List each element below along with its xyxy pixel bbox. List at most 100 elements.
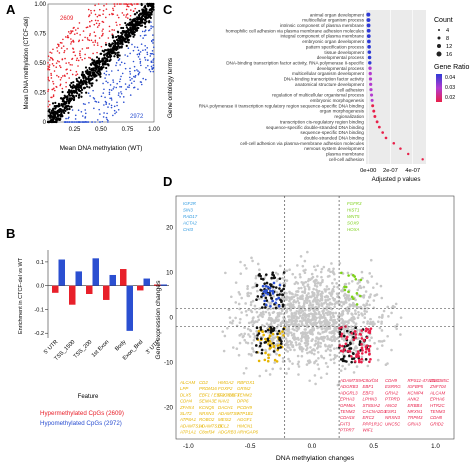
panel-a-point (87, 80, 91, 83)
panel-d-gene-label: ESRRG (385, 384, 401, 389)
panel-d-point (238, 293, 242, 296)
panel-d-highlight-point (267, 356, 270, 360)
panel-a-point (60, 103, 63, 106)
panel-a-point-hypo (106, 118, 108, 121)
panel-d-highlight-point (282, 327, 285, 331)
panel-d-highlight-point (350, 355, 353, 358)
panel-a-point-hypo (151, 67, 153, 69)
panel-d-highlight-point (342, 355, 346, 358)
panel-d-point (309, 322, 312, 325)
panel-a-point-hyper (129, 14, 132, 17)
panel-a-point (84, 66, 88, 69)
panel-a-ytick-label: 0.75 (34, 32, 46, 38)
panel-d-point (322, 265, 326, 269)
panel-a-point-hyper (86, 47, 88, 49)
panel-c-term-label: cell-cell adhesion via plasma-membrane a… (240, 141, 365, 146)
panel-a-point (104, 61, 107, 64)
panel-d-point (300, 286, 303, 290)
panel-a-point (107, 51, 111, 54)
panel-a-point-hyper (89, 57, 92, 59)
panel-a-point-hyper (111, 29, 113, 31)
panel-d-gene-label: ZFHX4 (179, 405, 194, 410)
panel-c-point (370, 93, 374, 97)
panel-a-point (150, 10, 154, 13)
panel-d-point (378, 326, 382, 330)
panel-a-point (138, 9, 141, 13)
panel-d-point (230, 295, 233, 299)
panel-a-point (54, 107, 57, 110)
panel-a-point-hyper (125, 16, 127, 18)
panel-d-point (281, 276, 284, 280)
panel-d-point (258, 268, 261, 272)
panel-a-point-hyper (47, 68, 49, 71)
panel-d-point (341, 301, 345, 304)
panel-d-highlight-point (257, 359, 261, 363)
panel-d-point (330, 290, 334, 293)
panel-d-point (325, 308, 328, 311)
panel-a-point-hyper (61, 58, 64, 60)
panel-d-point (250, 354, 253, 357)
panel-a-point (125, 26, 128, 29)
panel-c-count-legend-label: 8 (446, 36, 449, 42)
panel-d-point (295, 329, 299, 333)
panel-a-point-hyper (95, 22, 98, 25)
panel-d-highlight-point (278, 283, 282, 287)
panel-d-point (295, 326, 298, 330)
panel-a-point-hypo (115, 86, 118, 89)
panel-a-point (65, 100, 68, 103)
panel-a-point-hypo (152, 66, 155, 69)
panel-d-gene-label: IGFBP5 (408, 384, 424, 389)
panel-d-gene-label: GRIA2 (385, 390, 399, 395)
panel-d-highlight-point (270, 296, 273, 300)
panel-d-point (285, 269, 289, 273)
panel-d-point (239, 272, 243, 275)
panel-a-point-hyper (119, 3, 121, 5)
panel-d-point (384, 363, 388, 367)
panel-d-highlight-point (358, 358, 361, 362)
panel-a-point-hypo (81, 115, 84, 117)
panel-a-point (136, 23, 139, 27)
panel-d-point (276, 272, 280, 276)
panel-d-point (317, 338, 320, 341)
panel-d-point (276, 323, 280, 327)
panel-d-point (356, 316, 360, 320)
panel-d-point (282, 319, 285, 322)
panel-d-point (231, 346, 235, 349)
panel-a-point-hypo (129, 67, 131, 70)
panel-d-point (247, 321, 251, 325)
panel-a-point-hyper (66, 35, 69, 37)
panel-d-gene-label: ADAMTS14 (179, 423, 204, 428)
panel-d-highlight-point (279, 342, 283, 345)
panel-d-highlight-point (263, 289, 267, 293)
panel-a-point-hypo (143, 34, 146, 37)
panel-c-ratio-colorbar (436, 74, 442, 102)
panel-a-point (53, 105, 56, 108)
panel-d-point (350, 334, 354, 337)
panel-a-point (133, 33, 136, 36)
panel-d-point (313, 284, 317, 287)
panel-d-point (321, 324, 325, 328)
panel-d-highlight-point (264, 296, 268, 300)
panel-d-gene-label: HMCN1 (237, 423, 253, 428)
panel-d-highlight-point (268, 334, 272, 338)
panel-b-bar (75, 271, 82, 286)
panel-d-point (286, 350, 289, 353)
panel-d-point (234, 281, 238, 284)
panel-a-point (81, 73, 85, 76)
panel-d-highlight-point (261, 330, 264, 334)
panel-d-point (334, 320, 338, 324)
panel-a-point (77, 88, 80, 91)
panel-d-point (281, 321, 285, 324)
panel-a-point-hypo (149, 52, 152, 55)
panel-d-point (362, 303, 365, 307)
panel-a-point-hyper (94, 19, 97, 22)
panel-a-point (111, 46, 114, 50)
panel-a-point-hyper (56, 46, 58, 49)
panel-d-point (279, 264, 282, 268)
panel-d-gene-label: CDH9 (385, 378, 398, 383)
panel-d-point (316, 363, 320, 366)
panel-d-point (297, 316, 300, 320)
panel-a-point-hypo (131, 77, 133, 80)
panel-d-gene-label: TENM2 (237, 392, 252, 397)
panel-d-point (295, 343, 298, 347)
